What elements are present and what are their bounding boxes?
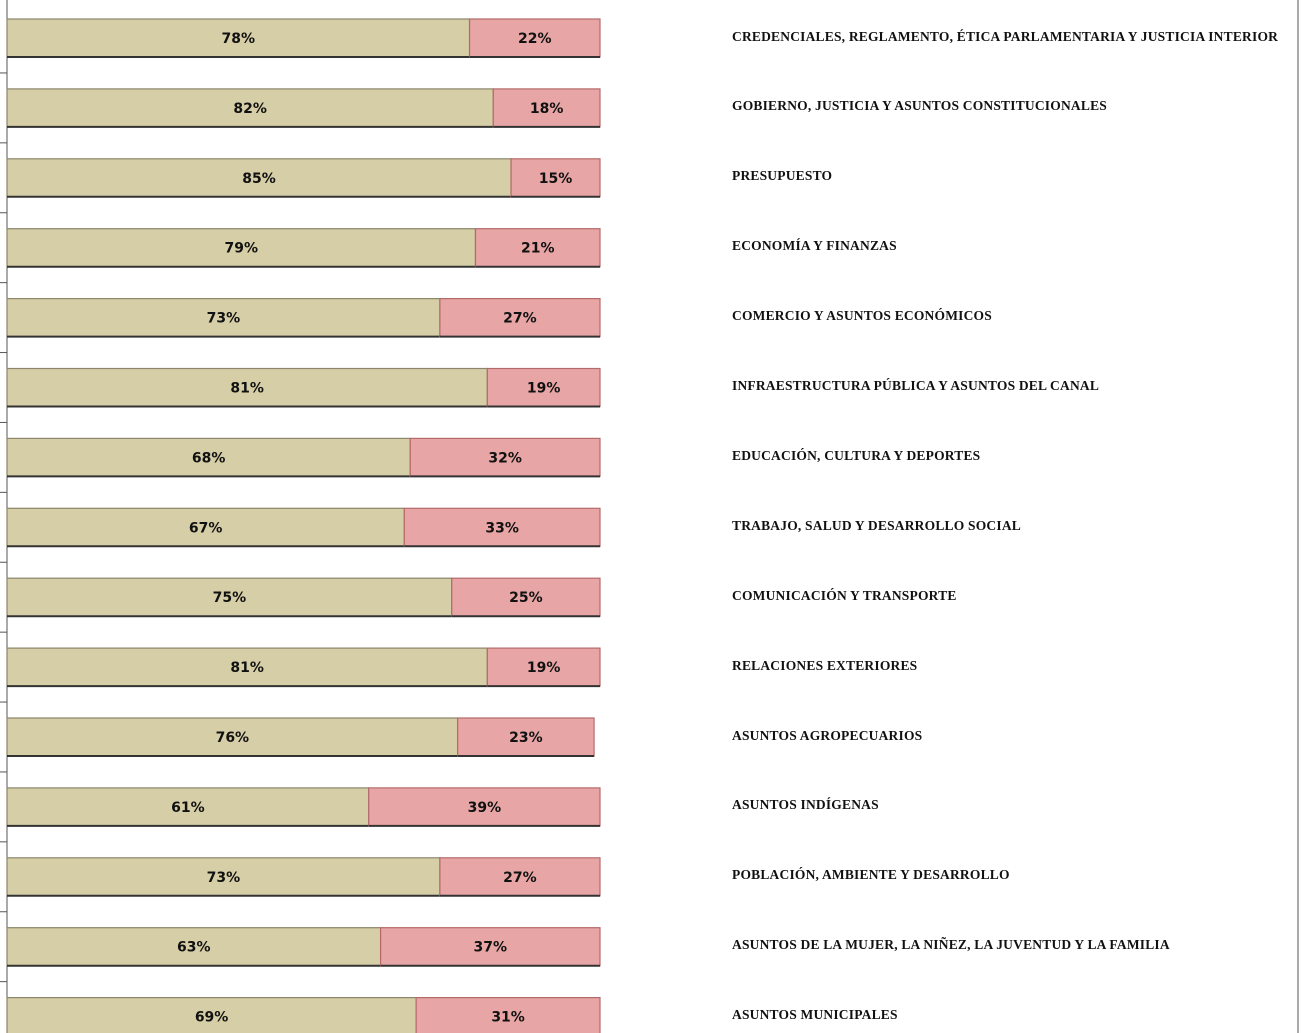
category-label: INFRAESTRUCTURA PÚBLICA Y ASUNTOS DEL CA… bbox=[732, 378, 1100, 393]
data-label: 81% bbox=[230, 381, 264, 397]
bar-segment bbox=[368, 787, 601, 827]
data-label: 32% bbox=[488, 450, 522, 466]
data-label: 25% bbox=[509, 590, 543, 606]
category-label: CREDENCIALES, REGLAMENTO, ÉTICA PARLAMEN… bbox=[732, 28, 1279, 44]
data-label: 18% bbox=[530, 101, 564, 117]
bar-segment bbox=[486, 647, 601, 687]
data-label: 68% bbox=[192, 450, 226, 466]
data-label: 15% bbox=[539, 171, 573, 187]
bar-segment bbox=[451, 577, 601, 617]
bar-segment bbox=[6, 88, 494, 128]
bar-segment bbox=[6, 717, 459, 757]
data-label: 73% bbox=[207, 870, 241, 886]
category-label: COMUNICACIÓN Y TRANSPORTE bbox=[732, 587, 957, 603]
bar-segment bbox=[439, 857, 601, 897]
data-label: 22% bbox=[518, 31, 552, 47]
data-label: 69% bbox=[195, 1010, 229, 1026]
data-label: 19% bbox=[527, 381, 561, 397]
data-label: 63% bbox=[177, 940, 211, 956]
bar-segment bbox=[415, 996, 601, 1033]
bar-segment bbox=[6, 857, 441, 897]
bar-segment bbox=[6, 577, 453, 617]
category-label: PRESUPUESTO bbox=[732, 168, 833, 184]
bar-segment bbox=[6, 367, 488, 408]
bar-segment bbox=[6, 18, 471, 58]
bar-segment bbox=[468, 18, 601, 58]
data-label: 81% bbox=[230, 660, 264, 676]
category-label: POBLACIÓN, AMBIENTE Y DESARROLLO bbox=[732, 867, 1010, 883]
category-label: ECONOMÍA Y FINANZAS bbox=[732, 238, 897, 254]
category-label: ASUNTOS DE LA MUJER, LA NIÑEZ, LA JUVENT… bbox=[732, 937, 1170, 953]
data-label: 23% bbox=[509, 730, 543, 746]
data-label: 33% bbox=[485, 520, 519, 536]
category-label: COMERCIO Y ASUNTOS ECONÓMICOS bbox=[732, 308, 992, 324]
data-label: 27% bbox=[503, 311, 537, 327]
data-label: 19% bbox=[527, 660, 561, 676]
bar-segment bbox=[486, 367, 601, 408]
category-label: RELACIONES EXTERIORES bbox=[732, 657, 918, 673]
data-label: 79% bbox=[224, 241, 258, 257]
bar-segment bbox=[439, 298, 601, 338]
data-label: 73% bbox=[207, 311, 241, 327]
data-label: 61% bbox=[171, 800, 205, 816]
bar-segment bbox=[6, 787, 370, 827]
category-label: TRABAJO, SALUD Y DESARROLLO SOCIAL bbox=[732, 517, 1021, 533]
bar-segment bbox=[379, 927, 601, 967]
bar-segment bbox=[6, 158, 512, 198]
category-label: ASUNTOS INDÍGENAS bbox=[732, 797, 879, 813]
data-label: 82% bbox=[233, 101, 267, 117]
data-label: 21% bbox=[521, 241, 555, 257]
data-label: 67% bbox=[189, 520, 223, 536]
bar-segment bbox=[474, 228, 601, 268]
bar-segment bbox=[492, 88, 601, 128]
category-label: ASUNTOS AGROPECUARIOS bbox=[732, 727, 923, 743]
bar-segment bbox=[6, 507, 405, 547]
bar-segment bbox=[6, 927, 382, 967]
bar-segment bbox=[403, 507, 601, 547]
category-label: EDUCACIÓN, CULTURA Y DEPORTES bbox=[732, 447, 981, 463]
data-label: 27% bbox=[503, 870, 537, 886]
data-label: 85% bbox=[242, 171, 276, 187]
data-label: 31% bbox=[491, 1010, 525, 1026]
data-label: 78% bbox=[222, 31, 256, 47]
data-label: 75% bbox=[213, 590, 247, 606]
data-label: 39% bbox=[468, 800, 502, 816]
data-label: 76% bbox=[216, 730, 250, 746]
data-label: 37% bbox=[474, 940, 508, 956]
bar-segment bbox=[510, 158, 601, 198]
category-label: ASUNTOS MUNICIPALES bbox=[732, 1007, 898, 1023]
bar-segment bbox=[6, 298, 441, 338]
category-label: GOBIERNO, JUSTICIA Y ASUNTOS CONSTITUCIO… bbox=[732, 98, 1107, 114]
